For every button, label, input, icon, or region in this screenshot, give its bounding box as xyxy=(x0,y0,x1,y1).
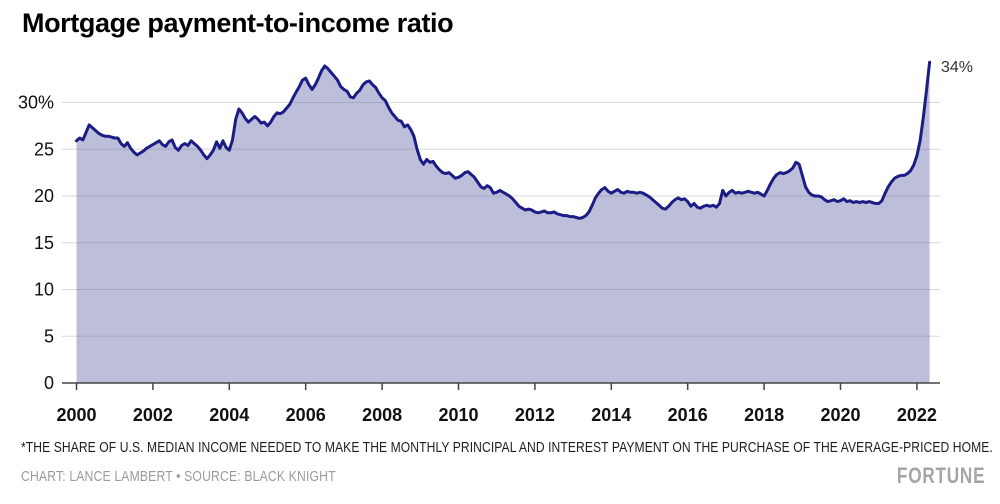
y-axis-label: 20 xyxy=(34,186,54,206)
end-value-label: 34% xyxy=(941,59,974,76)
y-axis-label: 10 xyxy=(34,280,54,300)
x-axis-label: 2016 xyxy=(668,405,708,425)
area-fill xyxy=(76,62,930,384)
y-axis-label: 0 xyxy=(44,373,54,393)
x-axis-label: 2004 xyxy=(209,405,249,425)
x-axis-label: 2000 xyxy=(56,405,96,425)
x-axis-label: 2002 xyxy=(133,405,173,425)
x-axis-label: 2020 xyxy=(820,405,860,425)
y-axis-label: 25 xyxy=(34,139,54,159)
x-axis-label: 2014 xyxy=(591,405,631,425)
footnote-text: *THE SHARE OF U.S. MEDIAN INCOME NEEDED … xyxy=(21,440,993,456)
x-axis-label: 2006 xyxy=(286,405,326,425)
x-axis-label: 2010 xyxy=(438,405,478,425)
x-axis-label: 2022 xyxy=(897,405,937,425)
y-axis-label: 15 xyxy=(34,233,54,253)
x-axis-label: 2018 xyxy=(744,405,784,425)
credit-text: CHART: LANCE LAMBERT • SOURCE: BLACK KNI… xyxy=(21,469,336,485)
data-line xyxy=(75,60,932,220)
fortune-logo: FORTUNE xyxy=(896,463,985,488)
y-axis-label: 30% xyxy=(18,93,54,113)
x-axis-label: 2012 xyxy=(515,405,555,425)
chart-title: Mortgage payment-to-income ratio xyxy=(22,8,454,38)
x-axis-label: 2008 xyxy=(362,405,402,425)
y-axis-label: 5 xyxy=(44,326,54,346)
